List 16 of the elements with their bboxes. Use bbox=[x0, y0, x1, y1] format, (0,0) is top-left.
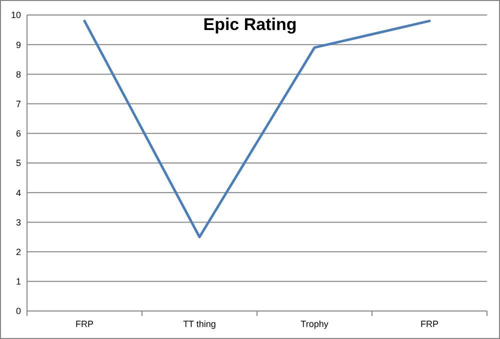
y-tick-label: 2 bbox=[16, 246, 21, 257]
y-tick-label: 6 bbox=[16, 128, 21, 139]
y-tick-label: 5 bbox=[16, 158, 21, 168]
y-tick-label: 0 bbox=[16, 306, 21, 316]
x-tick-label: FRP bbox=[420, 319, 438, 329]
y-tick-label: 10 bbox=[10, 10, 21, 20]
x-tick-label: TT thing bbox=[183, 319, 216, 329]
x-tick-label: Trophy bbox=[300, 319, 329, 329]
y-tick-label: 4 bbox=[16, 188, 21, 198]
x-tick-label: FRP bbox=[76, 319, 94, 329]
y-tick-label: 8 bbox=[16, 69, 21, 80]
y-tick-label: 9 bbox=[16, 40, 21, 50]
y-tick-label: 7 bbox=[16, 98, 21, 109]
chart-title: Epic Rating bbox=[203, 15, 297, 34]
y-tick-label: 1 bbox=[16, 276, 21, 287]
y-tick-label: 3 bbox=[16, 217, 21, 228]
